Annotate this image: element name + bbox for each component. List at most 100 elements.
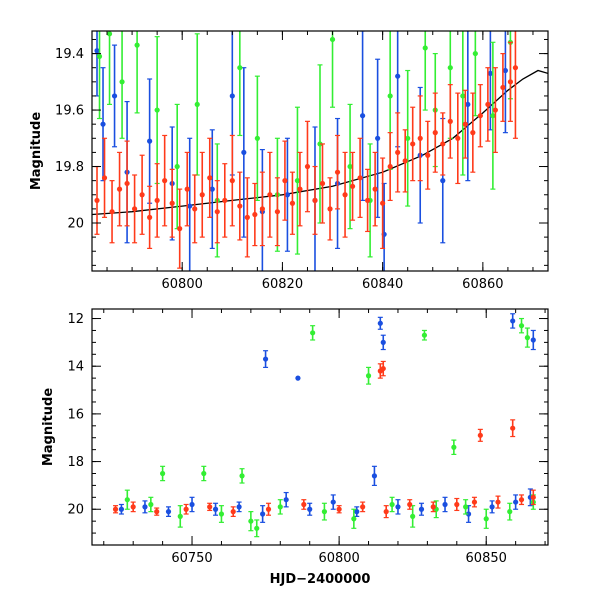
- data-point: [502, 67, 509, 74]
- data-point: [500, 84, 506, 91]
- data-point: [106, 31, 113, 37]
- data-point: [312, 197, 318, 204]
- y-tick-label: 19.8: [55, 160, 84, 175]
- data-point: [297, 186, 303, 192]
- data-point: [402, 158, 408, 164]
- data-point: [513, 499, 519, 505]
- data-point: [380, 200, 386, 206]
- data-point: [395, 504, 401, 510]
- data-point: [259, 206, 265, 212]
- data-point: [421, 332, 428, 338]
- data-point: [477, 113, 483, 119]
- data-point: [465, 511, 472, 517]
- data-point: [321, 509, 328, 515]
- data-point: [307, 506, 313, 512]
- y-tick-label: 18: [67, 455, 84, 470]
- data-point: [354, 509, 360, 515]
- bottom-panel-tick-labels: 60750 60800 60850 12 14 16 18 20: [67, 312, 506, 566]
- data-point: [244, 214, 250, 220]
- data-point: [112, 506, 119, 512]
- data-point: [262, 356, 269, 362]
- data-point: [162, 178, 168, 184]
- data-point: [301, 501, 307, 508]
- data-point: [492, 107, 498, 113]
- y-tick-label: 16: [67, 407, 84, 422]
- data-point: [218, 511, 225, 517]
- data-point: [212, 506, 219, 512]
- data-point: [260, 511, 266, 517]
- data-point: [207, 175, 213, 181]
- data-point: [184, 186, 190, 192]
- data-point: [154, 197, 160, 204]
- top-panel-ticks: [92, 31, 548, 271]
- top-panel-data: [92, 31, 548, 271]
- data-point: [147, 214, 153, 220]
- data-point: [417, 135, 423, 141]
- data-point: [111, 93, 118, 99]
- data-point: [530, 494, 536, 500]
- data-point: [237, 203, 243, 209]
- data-point: [187, 203, 193, 209]
- data-point: [387, 163, 393, 170]
- data-point: [483, 516, 489, 522]
- data-point: [310, 330, 316, 336]
- x-tick-label: 60850: [466, 551, 507, 566]
- data-point: [165, 509, 172, 515]
- data-point: [183, 506, 189, 512]
- data-point: [389, 501, 395, 508]
- data-point: [405, 135, 411, 141]
- data-point: [254, 135, 260, 141]
- data-point: [471, 499, 478, 505]
- data-point: [507, 79, 514, 85]
- data-point: [230, 509, 236, 515]
- data-point: [236, 504, 242, 510]
- data-point: [148, 501, 154, 508]
- bottom-panel-frame: [91, 308, 549, 546]
- data-point: [252, 211, 258, 218]
- data-point: [465, 101, 471, 108]
- data-point: [410, 141, 416, 147]
- data-point: [267, 192, 273, 198]
- data-point: [463, 504, 469, 510]
- data-point: [425, 152, 431, 158]
- data-point: [349, 183, 356, 189]
- data-point: [214, 209, 220, 215]
- data-point: [327, 206, 333, 212]
- data-point: [169, 200, 175, 206]
- x-tick-label: 60800: [162, 277, 203, 292]
- data-point: [294, 178, 301, 184]
- data-point: [472, 50, 478, 57]
- data-point: [177, 226, 183, 232]
- y-tick-label: 14: [67, 360, 84, 375]
- bottom-series-red: [112, 360, 536, 519]
- data-point: [347, 163, 353, 170]
- data-point: [512, 65, 519, 71]
- data-point: [372, 186, 378, 192]
- data-point: [154, 107, 160, 113]
- data-point: [248, 518, 254, 524]
- data-point: [336, 506, 342, 512]
- data-point: [530, 337, 536, 343]
- data-point: [334, 169, 341, 175]
- top-plot-area: [92, 31, 548, 271]
- bottom-series-blue: [118, 313, 536, 523]
- x-tick-label: 60750: [171, 551, 212, 566]
- x-tick-label: 60860: [462, 277, 503, 292]
- data-point: [485, 101, 491, 108]
- data-point: [254, 525, 260, 531]
- data-point: [410, 513, 416, 519]
- bottom-panel-ticks: [92, 309, 548, 546]
- data-point: [124, 180, 130, 187]
- data-point: [295, 375, 301, 381]
- bottom-plot-area: [112, 313, 536, 538]
- data-point: [154, 509, 160, 515]
- data-point: [130, 504, 136, 510]
- data-point: [510, 425, 516, 431]
- data-point: [489, 504, 495, 510]
- data-point: [375, 135, 381, 141]
- data-point: [447, 65, 453, 71]
- data-point: [342, 192, 348, 198]
- data-point: [199, 192, 205, 198]
- data-point: [96, 53, 103, 60]
